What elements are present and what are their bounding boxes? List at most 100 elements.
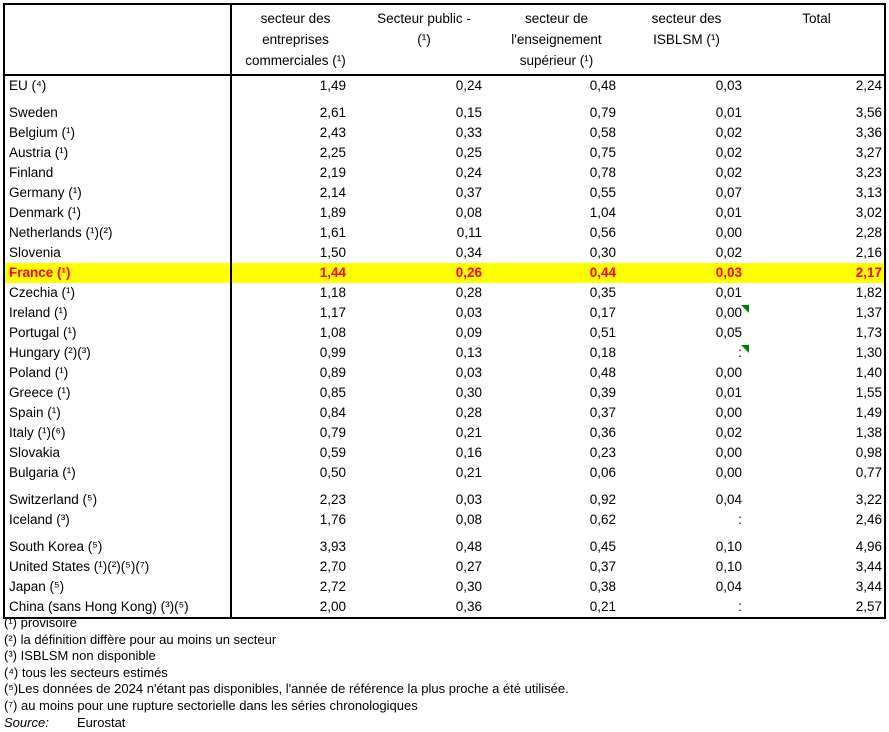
value-cell: 0,56 bbox=[489, 223, 624, 243]
cell-value: : bbox=[738, 599, 742, 614]
cell-value: 0,98 bbox=[855, 445, 882, 460]
cell-value: 3,13 bbox=[855, 185, 882, 200]
country-label: Germany (¹) bbox=[4, 183, 232, 203]
value-cell: 0,02 bbox=[624, 163, 749, 183]
cell-value: 0,59 bbox=[319, 445, 346, 460]
value-cell: 0,01 bbox=[624, 103, 749, 123]
country-label: Poland (¹) bbox=[4, 363, 232, 383]
cell-value: 0,03 bbox=[715, 78, 742, 93]
cell-value: 1,40 bbox=[855, 365, 882, 380]
cell-value: 0,18 bbox=[589, 345, 616, 360]
country-label: Bulgaria (¹) bbox=[4, 463, 232, 483]
cell-value: 0,48 bbox=[589, 365, 616, 380]
cell-value: 0,03 bbox=[455, 365, 482, 380]
table-row: Poland (¹) 0,89 0,03 0,48 0,00 1,40 bbox=[4, 363, 885, 383]
value-cell: : bbox=[624, 343, 749, 363]
cell-value: 0,34 bbox=[455, 245, 482, 260]
table-row: Netherlands (¹)(²) 1,61 0,11 0,56 0,00 2,28 bbox=[4, 223, 885, 243]
cell-value: 2,23 bbox=[319, 492, 346, 507]
table-row: Switzerland (⁵) 2,23 0,03 0,92 0,04 3,22 bbox=[4, 490, 885, 510]
value-cell: 0,08 bbox=[359, 203, 489, 223]
value-cell: 0,24 bbox=[359, 163, 489, 183]
cell-value: 1,30 bbox=[855, 345, 882, 360]
cell-value: 0,13 bbox=[455, 345, 482, 360]
cell-value: 2,72 bbox=[319, 579, 346, 594]
value-cell: 0,00 bbox=[624, 463, 749, 483]
value-cell: 2,23 bbox=[231, 490, 359, 510]
cell-value: 2,70 bbox=[319, 559, 346, 574]
spacer-cell bbox=[4, 530, 232, 537]
cell-value: 0,77 bbox=[855, 465, 882, 480]
cell-value: 0,04 bbox=[715, 579, 742, 594]
value-cell: 1,37 bbox=[749, 303, 885, 323]
table-row: Denmark (¹) 1,89 0,08 1,04 0,01 3,02 bbox=[4, 203, 885, 223]
cell-value: 0,01 bbox=[715, 385, 742, 400]
table-row: Slovenia 1,50 0,34 0,30 0,02 2,16 bbox=[4, 243, 885, 263]
value-cell: 0,27 bbox=[359, 557, 489, 577]
cell-value: 0,21 bbox=[455, 425, 482, 440]
value-cell: 0,78 bbox=[489, 163, 624, 183]
country-label: Belgium (¹) bbox=[4, 123, 232, 143]
column-header-higher-education-sector: secteur de l'enseignement supérieur (¹) bbox=[489, 4, 624, 76]
value-cell: 0,33 bbox=[359, 123, 489, 143]
cell-value: 0,92 bbox=[589, 492, 616, 507]
table-row: Germany (¹) 2,14 0,37 0,55 0,07 3,13 bbox=[4, 183, 885, 203]
country-label: Spain (¹) bbox=[4, 403, 232, 423]
value-cell: 2,57 bbox=[749, 597, 885, 618]
table-row: Portugal (¹) 1,08 0,09 0,51 0,05 1,73 bbox=[4, 323, 885, 343]
country-label: Slovakia bbox=[4, 443, 232, 463]
cell-value: 2,46 bbox=[855, 512, 882, 527]
value-cell: 0,37 bbox=[489, 403, 624, 423]
table-row: Ireland (¹) 1,17 0,03 0,17 0,00 1,37 bbox=[4, 303, 885, 323]
footnote-7: (⁷) au moins pour une rupture sectoriell… bbox=[4, 697, 418, 713]
cell-value: 3,93 bbox=[319, 539, 346, 554]
value-cell: 0,84 bbox=[231, 403, 359, 423]
column-header-government-sector: Secteur public - (¹) bbox=[359, 4, 489, 76]
value-cell: 0,00 bbox=[624, 303, 749, 323]
cell-value: 0,99 bbox=[319, 345, 346, 360]
cell-value: 0,36 bbox=[455, 599, 482, 614]
cell-value: 0,00 bbox=[715, 225, 742, 240]
value-cell: 0,48 bbox=[489, 363, 624, 383]
spacer-cell bbox=[231, 483, 885, 490]
cell-value: 0,33 bbox=[455, 125, 482, 140]
table-row: Finland 2,19 0,24 0,78 0,02 3,23 bbox=[4, 163, 885, 183]
value-cell: 0,37 bbox=[359, 183, 489, 203]
value-cell: 0,25 bbox=[359, 143, 489, 163]
country-label: Ireland (¹) bbox=[4, 303, 232, 323]
table-row: Japan (⁵) 2,72 0,30 0,38 0,04 3,44 bbox=[4, 577, 885, 597]
cell-value: 2,00 bbox=[319, 599, 346, 614]
value-cell: 0,59 bbox=[231, 443, 359, 463]
cell-value: 3,27 bbox=[855, 145, 882, 160]
value-cell: 3,36 bbox=[749, 123, 885, 143]
cell-value: 0,62 bbox=[589, 512, 616, 527]
cell-value: 0,45 bbox=[589, 539, 616, 554]
value-cell: 0,02 bbox=[624, 423, 749, 443]
value-cell: 0,05 bbox=[624, 323, 749, 343]
cell-value: 0,37 bbox=[589, 405, 616, 420]
value-cell: 2,43 bbox=[231, 123, 359, 143]
table-row: Spain (¹) 0,84 0,28 0,37 0,00 1,49 bbox=[4, 403, 885, 423]
source-line: Source: Eurostat bbox=[4, 715, 569, 732]
value-cell: 0,21 bbox=[359, 463, 489, 483]
value-cell: 0,44 bbox=[489, 263, 624, 283]
value-cell: 2,28 bbox=[749, 223, 885, 243]
country-label: Denmark (¹) bbox=[4, 203, 232, 223]
cell-value: 0,37 bbox=[589, 559, 616, 574]
cell-value: 2,24 bbox=[855, 78, 882, 93]
country-label: Austria (¹) bbox=[4, 143, 232, 163]
value-cell: 2,14 bbox=[231, 183, 359, 203]
footnote-4: (⁴) tous les secteurs estimés bbox=[4, 664, 168, 680]
rd-intensity-by-sector-table: secteur des entreprises commerciales (¹)… bbox=[3, 3, 886, 619]
value-cell: 0,21 bbox=[489, 597, 624, 618]
value-cell: 0,38 bbox=[489, 577, 624, 597]
value-cell: 0,10 bbox=[624, 537, 749, 557]
cell-value: 0,07 bbox=[715, 185, 742, 200]
cell-value: 0,00 bbox=[715, 365, 742, 380]
value-cell: 0,07 bbox=[624, 183, 749, 203]
value-cell: 3,27 bbox=[749, 143, 885, 163]
country-label: EU (⁴) bbox=[4, 75, 232, 96]
cell-value: 1,76 bbox=[319, 512, 346, 527]
value-cell: 1,76 bbox=[231, 510, 359, 530]
cell-value: 0,79 bbox=[319, 425, 346, 440]
